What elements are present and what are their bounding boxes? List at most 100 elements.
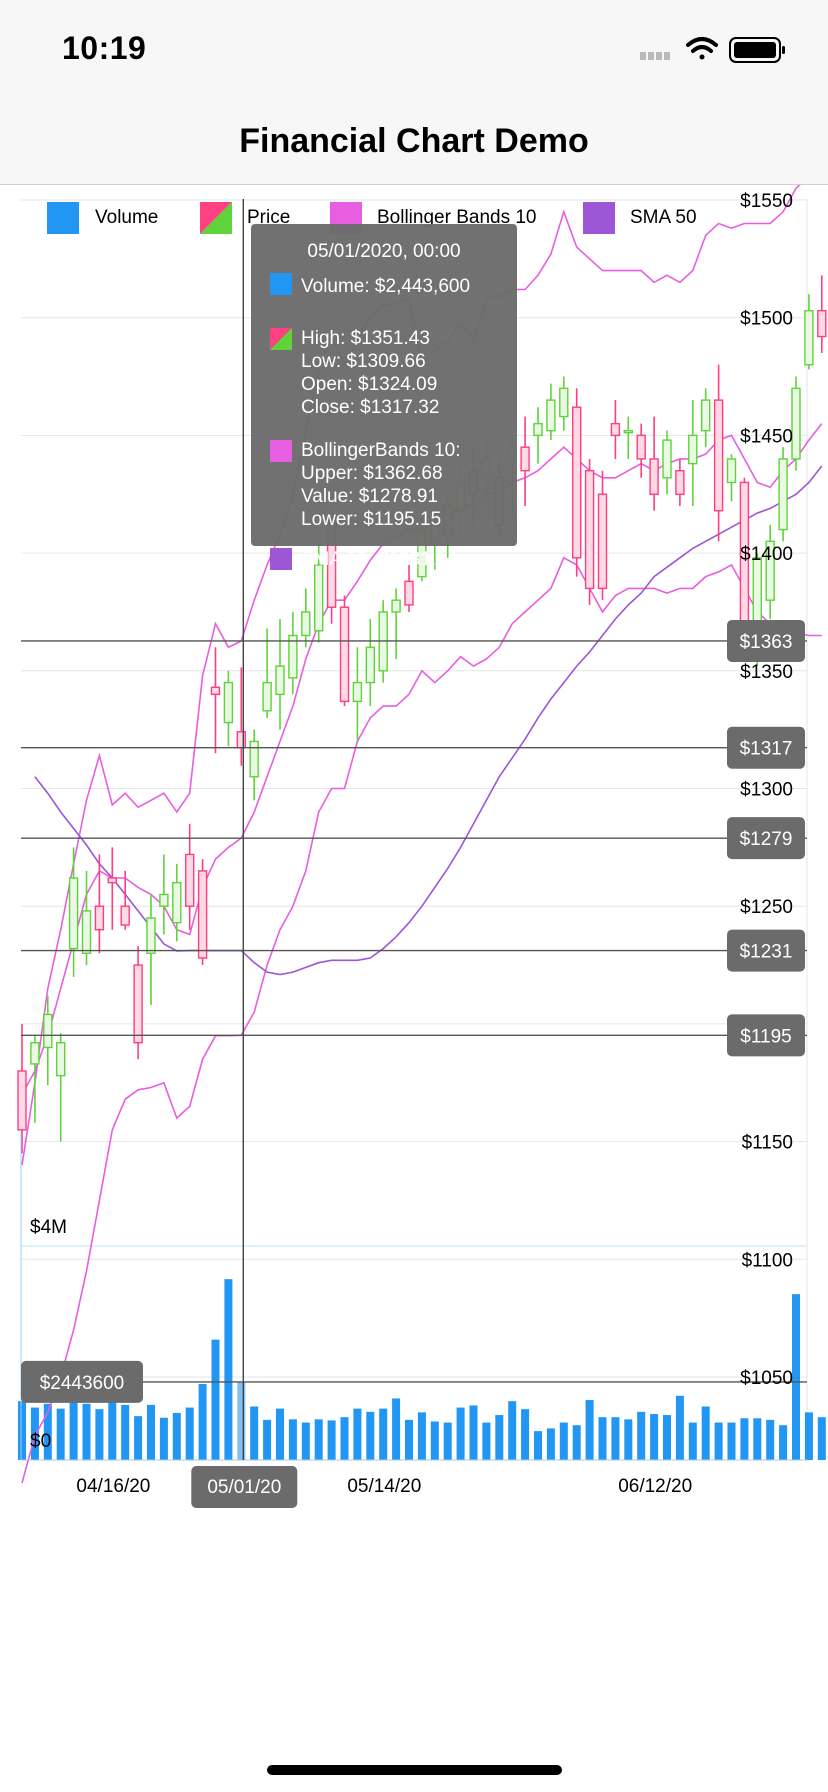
volume-bar: [172, 1412, 181, 1460]
candle-body: [623, 429, 633, 434]
battery-icon: [729, 37, 785, 63]
price-axis: $1050$1100$1150$1200$1250$1300$1350$1400…: [740, 191, 793, 1389]
candle-body: [520, 446, 530, 472]
price-tick-label: $1450: [740, 426, 793, 447]
candle: [584, 458, 595, 605]
tooltip-title: 05/01/2020, 00:00: [307, 241, 460, 262]
price-tick-label: $1150: [742, 1133, 793, 1154]
volume-bar: [456, 1407, 465, 1460]
volume-bar: [263, 1419, 272, 1460]
legend-item-volume[interactable]: Volume: [47, 202, 158, 234]
candle: [81, 870, 92, 966]
candle-body: [675, 470, 685, 495]
home-indicator[interactable]: [267, 1765, 562, 1775]
status-time: 10:19: [62, 30, 147, 66]
candle-body: [817, 309, 827, 338]
volume-bar: [727, 1422, 736, 1460]
tooltip-high: High: $1351.43: [301, 328, 430, 349]
tooltip-background: [251, 224, 517, 546]
candle-body: [301, 611, 311, 637]
candle-body: [56, 1042, 66, 1077]
volume-bar: [675, 1395, 684, 1460]
volume-bar: [159, 1417, 168, 1460]
candle-body: [210, 686, 221, 696]
candle-body: [688, 434, 698, 465]
volume-bar: [276, 1408, 284, 1460]
volume-bar: [624, 1419, 633, 1460]
candle-body: [597, 493, 608, 590]
candle: [701, 388, 711, 448]
tooltip-close: Close: $1317.32: [301, 397, 439, 418]
time-axis: 04/16/20 05/14/20 06/12/20: [21, 1459, 807, 1497]
candle: [94, 854, 105, 954]
volume-swatch-icon: [47, 202, 79, 234]
volume-bar: [495, 1415, 504, 1460]
volume-bar: [766, 1419, 775, 1460]
legend-item-sma[interactable]: SMA 50: [583, 202, 697, 234]
volume-bar: [43, 1403, 52, 1460]
candle: [726, 454, 737, 502]
legend-label: Bollinger Bands 10: [377, 207, 537, 228]
candle: [623, 416, 633, 459]
price-swatch-icon: [200, 202, 232, 234]
candle: [262, 628, 272, 718]
legend-item-price[interactable]: Price: [200, 202, 290, 234]
candle: [765, 524, 775, 620]
page-title: Financial Chart Demo: [239, 122, 589, 160]
annotation-badge: [727, 726, 805, 769]
volume-bar: [443, 1422, 452, 1460]
volume-bar: [237, 1381, 246, 1460]
volume-bar: [327, 1420, 336, 1460]
tooltip-price-swatch-icon: [270, 328, 292, 350]
price-tick-label: $1550: [740, 191, 793, 212]
candle: [688, 400, 698, 507]
volume-bar: [95, 1409, 104, 1460]
annotation-badge: [21, 1360, 143, 1403]
volume-bar: [714, 1422, 723, 1460]
annotation-value: $1317: [740, 739, 793, 760]
candle-body: [133, 964, 143, 1044]
volume-bar: [508, 1401, 517, 1460]
candle: [107, 847, 118, 930]
financial-chart[interactable]: $1050$1100$1150$1200$1250$1300$1350$1400…: [0, 185, 828, 1745]
candle: [133, 946, 143, 1060]
candle-body: [249, 740, 259, 778]
crosshair-date-badge: [191, 1466, 298, 1508]
volume-bar: [753, 1418, 762, 1460]
annotation-value: $1231: [740, 942, 793, 963]
price-tick-label: $1100: [742, 1250, 793, 1271]
annotation-value: $1195: [740, 1026, 791, 1047]
candle: [649, 416, 659, 511]
candle: [120, 870, 130, 930]
annotation-value: $1279: [740, 829, 793, 850]
candle-body: [662, 439, 672, 479]
volume-tick-label: $0: [30, 1431, 51, 1452]
candle: [301, 588, 311, 648]
candle: [572, 388, 582, 577]
candle-body: [546, 399, 556, 432]
candle-body: [610, 422, 621, 437]
candle: [184, 823, 195, 930]
candle-body: [636, 434, 646, 460]
volume-bar: [663, 1415, 671, 1460]
candle-body: [533, 422, 543, 437]
legend-label: Price: [247, 207, 290, 228]
volume-bar: [30, 1407, 39, 1460]
candle: [352, 647, 363, 742]
candle-body: [765, 540, 775, 601]
candle: [597, 470, 608, 601]
legend[interactable]: Volume Price Bollinger Bands 10 SMA 50: [47, 202, 697, 234]
volume-tick-label: $4M: [30, 1217, 67, 1238]
volume-bar: [185, 1407, 194, 1460]
candle: [17, 1023, 27, 1154]
candle: [236, 667, 247, 766]
volume-bar: [250, 1406, 259, 1460]
candle-body: [559, 387, 569, 418]
candle-body: [404, 580, 414, 606]
tooltip-bollinger-upper: Upper: $1362.68: [301, 463, 443, 484]
candle: [339, 595, 350, 707]
candle-body: [701, 399, 711, 432]
tooltip-sma: SMA 50: $1231.14: [301, 549, 458, 570]
tooltip-volume: Volume: $2,443,600: [301, 276, 470, 297]
tooltip-bollinger-title: BollingerBands 10:: [301, 440, 461, 461]
